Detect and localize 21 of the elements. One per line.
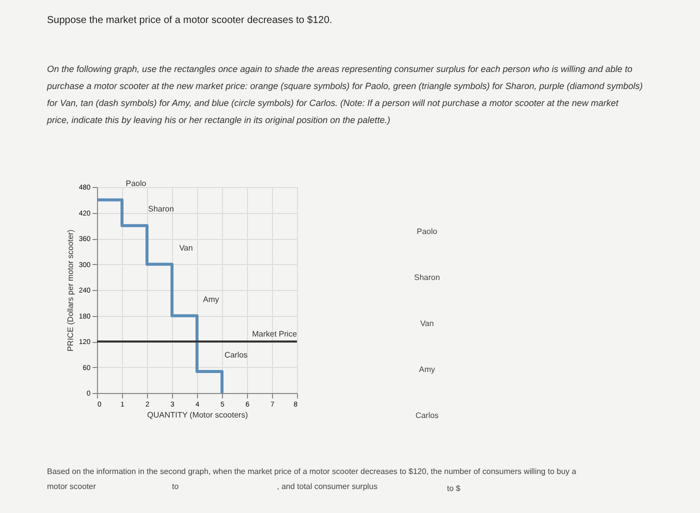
annotation: Paolo bbox=[126, 178, 147, 188]
text: Sharon bbox=[414, 273, 440, 282]
text: On the following graph, use the rectangles once again to shade the areas representing consumer surplus for each person who is willing and able to purchase a motor scooter at the new market price: orange (square symbols) for Paolo, green (triangle symbols) for Sharon, purple (diamond symbols) for Van, tan (dash symbols) for Amy, and blue (circle symbols) for Carlos. (Note: If a person will not purchase a motor scooter at the new market price, indicate this by leaving his or her rectangle in its original position on the palette.) bbox=[46, 64, 643, 125]
text: Based on the information in the second graph, when the market price of a motor scooter decreases to $120, the number of consumers willing to buy a bbox=[47, 467, 577, 476]
text: Amy bbox=[419, 365, 435, 374]
text: Van bbox=[420, 319, 434, 328]
text: Carlos bbox=[415, 411, 439, 420]
ref-line-label: Market Price bbox=[252, 330, 298, 338]
annotation: Carlos bbox=[224, 350, 248, 360]
text: to $ bbox=[447, 484, 461, 493]
text: to bbox=[172, 482, 180, 491]
annotation: Amy bbox=[203, 294, 219, 304]
annotation: Van bbox=[179, 243, 193, 252]
line-series bbox=[96, 198, 224, 394]
annotation: Sharon bbox=[148, 204, 174, 214]
x-axis-title: QUANTITY (Motor scooters) bbox=[147, 410, 248, 420]
y-axis-title: PRICE (Dollars per motor scooter) bbox=[66, 229, 75, 352]
text: motor scooter bbox=[47, 482, 96, 491]
text: , and total consumer surplus bbox=[277, 482, 378, 491]
chart-title: Suppose the market price of a motor scooter decreases to $120. bbox=[47, 15, 332, 26]
text: Paolo bbox=[416, 227, 438, 236]
